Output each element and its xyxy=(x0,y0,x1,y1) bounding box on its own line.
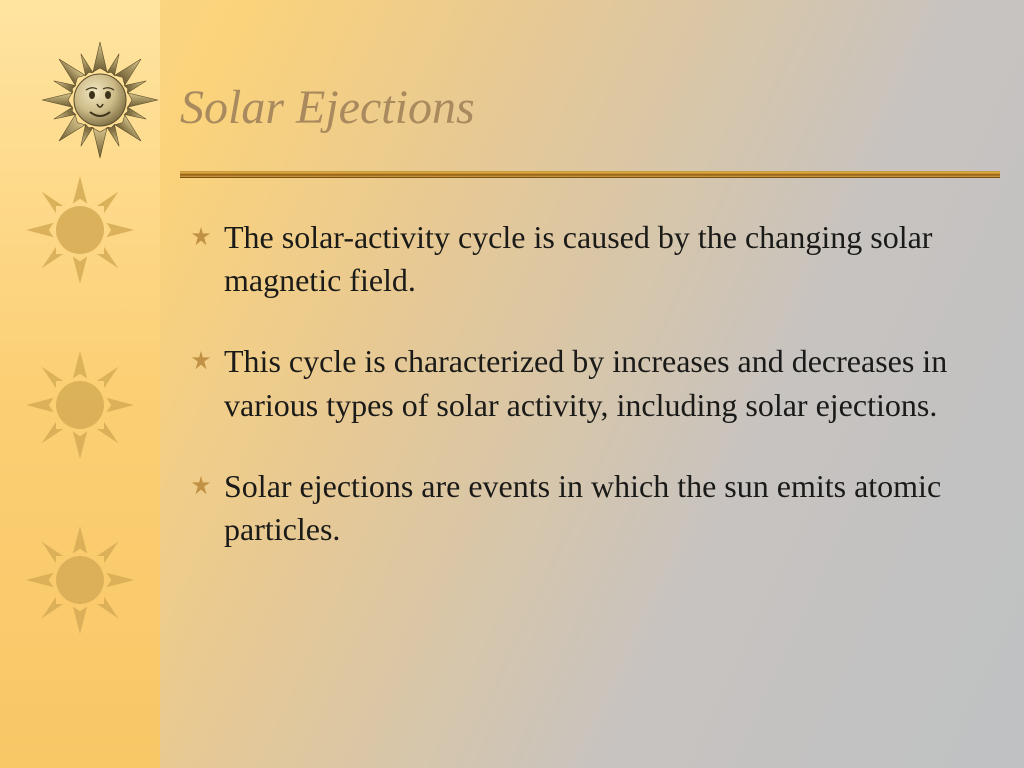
star-bullet-icon xyxy=(190,226,212,248)
bullet-item: Solar ejections are events in which the … xyxy=(190,465,970,551)
bullet-list: The solar-activity cycle is caused by th… xyxy=(180,216,1000,551)
bullet-text: This cycle is characterized by increases… xyxy=(224,343,947,422)
sun-silhouette-icon xyxy=(20,170,140,290)
bullet-text: Solar ejections are events in which the … xyxy=(224,468,941,547)
sun-silhouette-icon xyxy=(20,345,140,465)
bullet-item: The solar-activity cycle is caused by th… xyxy=(190,216,970,302)
sun-face-icon xyxy=(40,40,160,160)
title-divider xyxy=(180,171,1000,178)
bullet-item: This cycle is characterized by increases… xyxy=(190,340,970,426)
content-area: Solar Ejections The solar-activity cycle… xyxy=(180,0,1000,589)
sun-silhouette-icon xyxy=(20,520,140,640)
bullet-text: The solar-activity cycle is caused by th… xyxy=(224,219,932,298)
slide-title: Solar Ejections xyxy=(180,80,1000,135)
star-bullet-icon xyxy=(190,350,212,372)
star-bullet-icon xyxy=(190,475,212,497)
